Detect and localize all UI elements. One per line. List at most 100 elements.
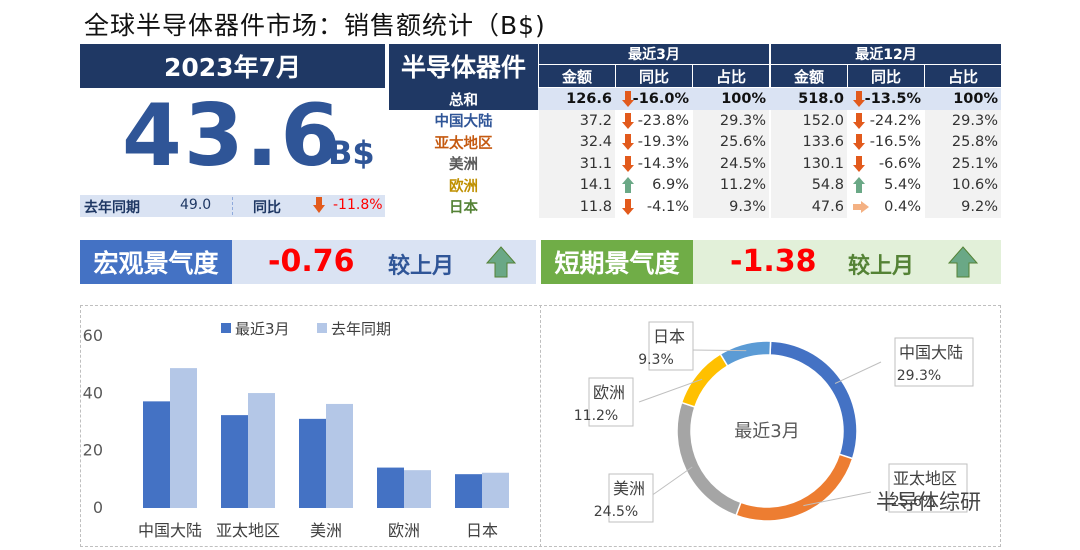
- row-name: 亚太地区: [434, 135, 493, 152]
- yoy-3m: 6.9%: [652, 177, 689, 193]
- last-year-value: 49.0: [180, 197, 212, 213]
- trend-down-icon: [621, 88, 635, 110]
- bar: [248, 393, 275, 508]
- yoy-12m: 5.4%: [884, 177, 921, 193]
- bar: [143, 401, 170, 508]
- share-12m: 25.8%: [925, 131, 1001, 153]
- slice-label: 日本: [653, 327, 685, 346]
- slice-label-box: [888, 463, 968, 513]
- slice-label: 亚太地区: [893, 469, 957, 488]
- trend-up-icon: [852, 174, 866, 196]
- y-tick-label: 40: [83, 383, 103, 402]
- share-3m: 100%: [693, 88, 769, 110]
- yoy-label: 同比: [253, 200, 281, 216]
- yoy-3m: -23.8%: [637, 112, 689, 129]
- x-tick-label: 中国大陆: [138, 521, 202, 540]
- col-header-amount-3m: 金额: [539, 65, 615, 87]
- trend-up-icon: [621, 174, 635, 196]
- yoy-3m: -14.3%: [637, 155, 689, 172]
- yoy-value: -11.8%: [333, 197, 383, 213]
- trend-down-icon: [621, 110, 635, 132]
- leader-line: [638, 378, 703, 403]
- page-title: 全球半导体器件市场：销售额统计（B$): [84, 11, 546, 40]
- trend-down-icon: [852, 110, 866, 132]
- slice-pct: 29.3%: [897, 368, 941, 384]
- yoy-12m: 0.4%: [884, 198, 921, 215]
- y-tick-label: 20: [83, 441, 103, 460]
- bar: [404, 470, 431, 508]
- amount-12m: 152.0: [771, 109, 847, 132]
- chart-divider: [540, 305, 541, 547]
- bar: [299, 418, 326, 508]
- table-header-title: 半导体器件: [389, 44, 538, 88]
- trend-down-icon: [852, 153, 866, 175]
- yoy-strip: 去年同期 49.0 同比 -11.8%: [80, 195, 385, 217]
- amount-12m: 54.8: [771, 174, 847, 196]
- table-row: 欧洲 14.1 6.9% 11.2% 54.8 5.4% 10.6%: [389, 174, 1001, 196]
- share-12m: 9.2%: [925, 195, 1001, 218]
- macro-indicator-compare: 较上月: [388, 254, 455, 279]
- slice-pct: 9.3%: [638, 352, 674, 368]
- amount-3m: 37.2: [539, 109, 615, 132]
- legend-swatch: [221, 323, 231, 333]
- bar-chart: 0 20 40 60 中国大陆 亚太地区 美洲 欧洲 日本 最近3月 去年同期: [83, 320, 509, 540]
- x-tick-label: 亚太地区: [216, 521, 280, 540]
- col-header-share-3m: 占比: [693, 65, 769, 87]
- col-header-amount-12m: 金额: [771, 65, 847, 87]
- share-3m: 25.6%: [693, 131, 769, 153]
- slice-label-box: [894, 337, 974, 387]
- row-name: 总和: [389, 88, 538, 110]
- amount-12m: 518.0: [771, 88, 847, 110]
- row-name: 中国大陆: [434, 114, 493, 130]
- slice-label: 美洲: [613, 479, 645, 498]
- amount-3m: 11.8: [539, 195, 615, 218]
- bar: [326, 403, 353, 508]
- table-row: 日本 11.8 -4.1% 9.3% 47.6 0.4% 9.2%: [389, 195, 1001, 218]
- last-year-label: 去年同期: [84, 200, 140, 216]
- short-indicator-value: -1.38: [730, 244, 817, 279]
- slice-label: 欧洲: [593, 383, 625, 402]
- trend-flat-icon: [852, 196, 870, 218]
- leader-line: [690, 349, 747, 352]
- donut-center-label: 最近3月: [734, 421, 799, 442]
- table-row: 总和 126.6 -16.0% 100% 518.0 -13.5% 100%: [389, 88, 1001, 110]
- row-name: 欧洲: [449, 178, 478, 195]
- col-header-yoy-12m: 同比: [848, 65, 924, 87]
- amount-12m: 133.6: [771, 131, 847, 153]
- leader-line: [650, 466, 693, 497]
- bar: [170, 368, 197, 508]
- col-header-share-12m: 占比: [925, 65, 1001, 87]
- slice-pct: 24.5%: [594, 504, 638, 520]
- group-header-3m: 最近3月: [539, 44, 769, 64]
- yoy-3m: -4.1%: [646, 198, 689, 215]
- y-tick-label: 0: [93, 498, 103, 517]
- legend-label: 最近3月: [235, 320, 290, 338]
- yoy-12m: -24.2%: [869, 112, 921, 129]
- trend-down-icon: [852, 88, 866, 110]
- x-tick-label: 欧洲: [388, 521, 420, 540]
- legend-swatch: [317, 323, 327, 333]
- table-row: 美洲 31.1 -14.3% 24.5% 130.1 -6.6% 25.1%: [389, 152, 1001, 175]
- share-3m: 11.2%: [693, 174, 769, 196]
- bar: [221, 415, 248, 508]
- share-12m: 25.1%: [925, 152, 1001, 175]
- donut-slice: [735, 453, 854, 522]
- yoy-3m: -16.0%: [632, 91, 689, 107]
- slice-label-box: [608, 473, 654, 523]
- table-row: 亚太地区 32.4 -19.3% 25.6% 133.6 -16.5% 25.8%: [389, 131, 1001, 153]
- watermark: 半导体综研: [876, 490, 981, 514]
- short-indicator-label: 短期景气度: [541, 240, 693, 284]
- amount-3m: 126.6: [539, 88, 615, 110]
- x-tick-label: 美洲: [310, 521, 342, 540]
- row-name: 美洲: [449, 157, 478, 173]
- share-12m: 10.6%: [925, 174, 1001, 196]
- donut-slice: [676, 401, 742, 517]
- leader-line: [834, 361, 882, 384]
- short-indicator-compare: 较上月: [848, 254, 915, 279]
- trend-down-icon: [621, 131, 635, 153]
- slice-pct: 25.6%: [891, 494, 935, 510]
- bar: [377, 467, 404, 508]
- donut-chart: 中国大陆 29.3% 亚太地区 25.6% 美洲 24.5% 欧洲 11.2% 日本 9.3% 最近…: [574, 321, 974, 523]
- macro-indicator-label: 宏观景气度: [80, 240, 232, 284]
- month-header: 2023年7月: [80, 44, 385, 88]
